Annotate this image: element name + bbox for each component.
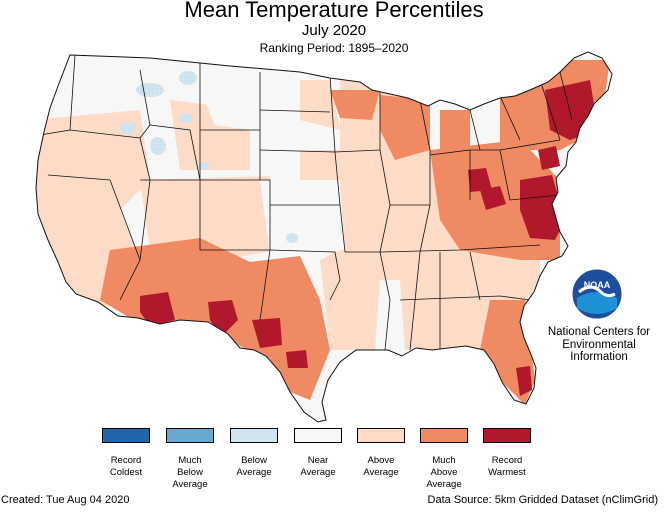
agency-line3: Information: [570, 351, 628, 363]
legend-swatch-above: [357, 428, 405, 443]
map-subtitle: July 2020: [301, 22, 367, 39]
agency-name: National Centers for Environmental Infor…: [540, 326, 658, 364]
agency-line2: Environmental: [562, 338, 636, 351]
map-title: Mean Temperature Percentiles: [184, 0, 484, 22]
legend-label-much-below: Much Below Average: [172, 455, 208, 490]
legend-label-near: Near Average: [300, 455, 336, 478]
legend-swatch-below: [230, 428, 278, 443]
legend-swatch-record-warmest: [483, 428, 531, 443]
noaa-logo-text: NOAA: [584, 280, 611, 290]
agency-line1: National Centers for: [547, 326, 651, 338]
legend-label-record-coldest: Record Coldest: [109, 455, 143, 478]
legend-swatch-much-above: [420, 428, 468, 443]
legend-label-above: Above Average: [363, 455, 399, 478]
data-source: Data Source: 5km Gridded Dataset (nClimG…: [427, 494, 658, 506]
created-date: Created: Tue Aug 04 2020: [1, 494, 130, 506]
legend-swatch-much-below: [166, 428, 214, 443]
noaa-logo: NOAA: [571, 268, 623, 320]
legend-label-below: Below Average: [236, 455, 272, 478]
legend-label-much-above: Much Above Average: [426, 455, 462, 490]
legend-label-record-warmest: Record Warmest: [488, 455, 526, 478]
ranking-period: Ranking Period: 1895–2020: [259, 41, 409, 55]
legend-swatch-near: [294, 428, 342, 443]
legend-swatch-record-coldest: [102, 428, 150, 443]
